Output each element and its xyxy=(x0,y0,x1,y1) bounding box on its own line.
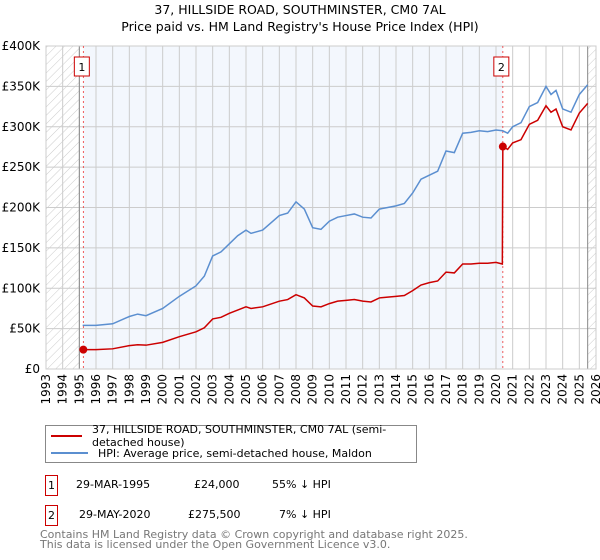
x-tick-label: 2021 xyxy=(506,374,520,405)
x-tick-label: 1997 xyxy=(106,374,120,405)
x-tick-label: 2004 xyxy=(222,374,236,405)
y-tick-label: £400K xyxy=(2,39,42,53)
x-tick-label: 2022 xyxy=(522,374,536,405)
sale-hpi-diff: 55% ↓ HPI xyxy=(272,478,331,491)
x-tick-label: 2013 xyxy=(372,374,386,405)
x-tick-label: 2020 xyxy=(489,374,503,405)
x-tick-label: 2024 xyxy=(556,374,570,405)
legend-swatch-red xyxy=(51,435,82,437)
x-tick-label: 2001 xyxy=(172,374,186,405)
x-tick-label: 2010 xyxy=(322,374,336,405)
footer-licence: This data is licensed under the Open Gov… xyxy=(40,538,391,551)
x-tick-label: 2000 xyxy=(156,374,170,405)
x-tick-label: 1999 xyxy=(139,374,153,405)
sale-label-box xyxy=(493,56,510,77)
x-tick-label: 1996 xyxy=(89,374,103,405)
x-tick-label: 2014 xyxy=(389,374,403,405)
x-tick-label: 2018 xyxy=(456,374,470,405)
x-tick-label: 2009 xyxy=(306,374,320,405)
sale-label-box xyxy=(73,56,90,77)
y-tick-label: £100K xyxy=(2,281,42,295)
sale-marker-badge: 2 xyxy=(45,505,58,526)
x-tick-label: 2026 xyxy=(589,374,600,405)
sale-price: £24,000 xyxy=(194,478,240,491)
chart-subtitle: Price paid vs. HM Land Registry's House … xyxy=(121,19,479,34)
legend-item-property: 37, HILLSIDE ROAD, SOUTHMINSTER, CM0 7AL… xyxy=(51,423,416,449)
x-tick-label: 1994 xyxy=(56,374,70,405)
legend-label: HPI: Average price, semi-detached house,… xyxy=(98,446,372,460)
footer: Contains HM Land Registry data © Crown c… xyxy=(40,528,468,551)
sale-date: 29-MAY-2020 xyxy=(79,508,151,521)
y-tick-label: £50K xyxy=(9,322,41,336)
sale-label: 1 xyxy=(78,61,85,74)
legend: 37, HILLSIDE ROAD, SOUTHMINSTER, CM0 7AL… xyxy=(45,423,417,463)
x-tick-label: 2002 xyxy=(189,374,203,405)
legend-label: 37, HILLSIDE ROAD, SOUTHMINSTER, CM0 7AL… xyxy=(91,423,387,449)
sale-hpi-diff: 7% ↓ HPI xyxy=(279,508,331,521)
x-tick-label: 1998 xyxy=(122,374,136,405)
x-tick-label: 2008 xyxy=(289,374,303,405)
x-tick-label: 2005 xyxy=(239,374,253,405)
x-tick-label: 1995 xyxy=(72,374,86,405)
x-tick-label: 1993 xyxy=(39,374,53,405)
price-chart: 1993 1994 1995 1996 1997 1998 1999 2000 2001 2002… xyxy=(2,39,600,405)
chart-title: 37, HILLSIDE ROAD, SOUTHMINSTER, CM0 7AL xyxy=(154,2,446,17)
x-tick-label: 2007 xyxy=(272,374,286,405)
y-tick-label: £250K xyxy=(2,160,42,174)
plot-border xyxy=(45,45,597,370)
y-tick-label: £200K xyxy=(2,201,42,215)
sale-price: £275,500 xyxy=(188,508,241,521)
x-tick-label: 2016 xyxy=(422,374,436,405)
sale-marker-badge: 1 xyxy=(45,475,58,496)
property-line xyxy=(83,102,589,351)
legend-swatch-blue xyxy=(51,452,88,454)
footer-copyright: Contains HM Land Registry data © Crown c… xyxy=(40,528,468,541)
x-tick-label: 2006 xyxy=(256,374,270,405)
x-tick-label: 2015 xyxy=(406,374,420,405)
x-tick-label: 2017 xyxy=(439,374,453,405)
hpi-line xyxy=(82,84,589,327)
sale-point xyxy=(79,345,88,354)
x-tick-label: 2019 xyxy=(472,374,486,405)
sale-date: 29-MAR-1995 xyxy=(76,478,151,491)
y-tick-label: £0 xyxy=(25,362,40,376)
sale-label: 2 xyxy=(498,61,505,74)
x-tick-label: 2023 xyxy=(539,374,553,405)
x-tick-label: 2012 xyxy=(356,374,370,405)
y-tick-label: £300K xyxy=(2,120,42,134)
x-tick-label: 2025 xyxy=(572,374,586,405)
x-tick-label: 2011 xyxy=(339,374,353,405)
x-tick-label: 2003 xyxy=(206,374,220,405)
legend-item-hpi: HPI: Average price, semi-detached house,… xyxy=(51,445,372,461)
sale-point xyxy=(498,142,507,151)
y-tick-label: £150K xyxy=(2,241,42,255)
y-tick-label: £350K xyxy=(2,79,42,93)
